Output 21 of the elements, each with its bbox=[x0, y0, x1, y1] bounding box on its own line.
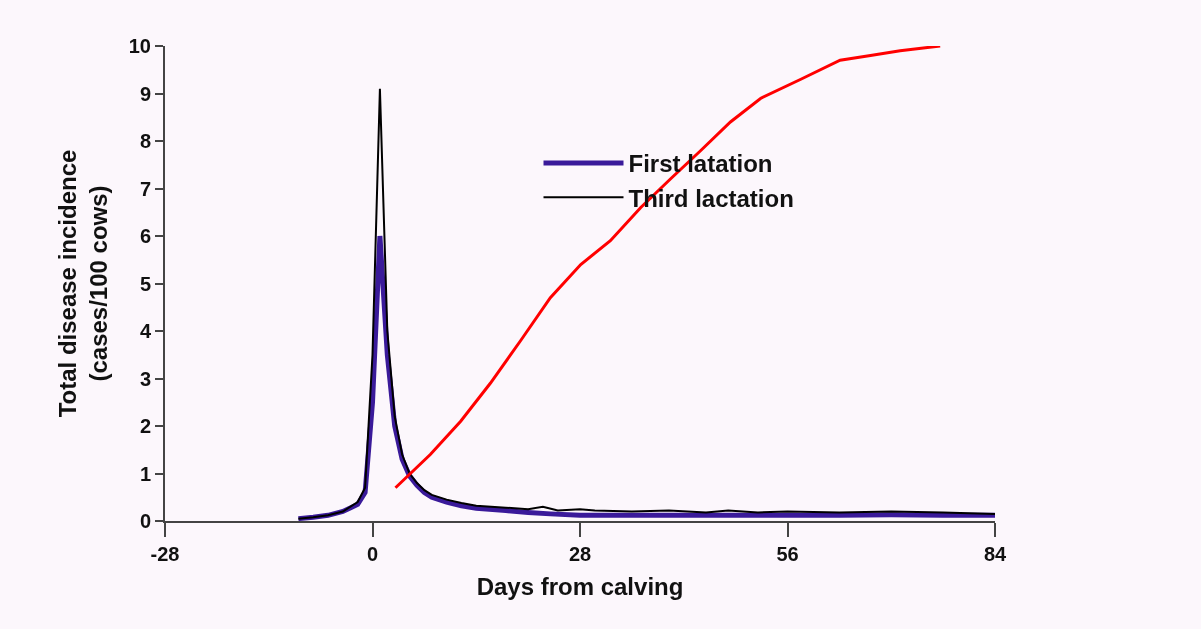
x-tick-label: 84 bbox=[983, 543, 1007, 565]
y-tick-label: 9 bbox=[139, 82, 151, 105]
y-tick-label: 2 bbox=[139, 415, 151, 437]
y-tick-label: 6 bbox=[139, 225, 151, 247]
y-tick-label: 8 bbox=[139, 130, 151, 152]
line-series bbox=[393, 46, 942, 490]
y-tick-label: 7 bbox=[139, 177, 151, 200]
x-tick-label: 28 bbox=[568, 543, 592, 565]
y-tick-label: 3 bbox=[139, 367, 151, 390]
y-tick-label: 1 bbox=[139, 462, 151, 485]
y-tick-label: 0 bbox=[139, 510, 151, 532]
y-tick-label: 10 bbox=[128, 35, 151, 57]
y-tick-label: 5 bbox=[139, 272, 151, 295]
y-axis-title: Total disease incidence (cases/100 cows) bbox=[54, 149, 113, 418]
x-axis-title: Days from calving bbox=[476, 572, 684, 600]
line-series bbox=[297, 87, 995, 520]
x-tick-label: -28 bbox=[150, 543, 180, 565]
y-tick-label: 4 bbox=[139, 320, 152, 342]
x-tick-label: 56 bbox=[776, 543, 799, 565]
x-tick-label: 0 bbox=[366, 543, 379, 565]
legend-label: First latation bbox=[628, 150, 773, 178]
